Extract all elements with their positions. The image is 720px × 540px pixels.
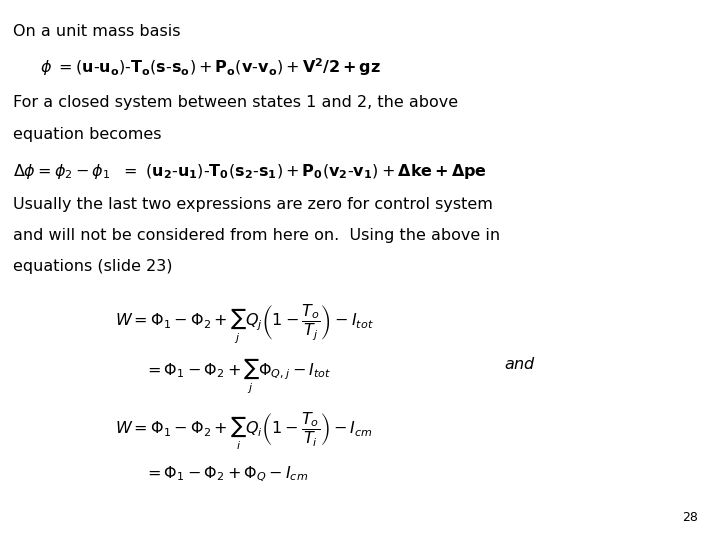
Text: $\phi\ = (\mathbf{u}\text{-}\mathbf{u_o})\text{-}\mathbf{T_o}(\mathbf{s}\text{-}: $\phi\ = (\mathbf{u}\text{-}\mathbf{u_o}…: [40, 57, 380, 78]
Text: On a unit mass basis: On a unit mass basis: [13, 24, 181, 39]
Text: 28: 28: [683, 511, 698, 524]
Text: and will not be considered from here on.  Using the above in: and will not be considered from here on.…: [13, 228, 500, 243]
Text: equation becomes: equation becomes: [13, 127, 161, 142]
Text: $\mathit{and}$: $\mathit{and}$: [504, 356, 536, 373]
Text: $\Delta\phi = \phi_2 - \phi_1\ \ = \ (\mathbf{u_2}\text{-}\mathbf{u_1})\text{-}\: $\Delta\phi = \phi_2 - \phi_1\ \ = \ (\m…: [13, 162, 487, 181]
Text: equations (slide 23): equations (slide 23): [13, 259, 173, 274]
Text: Usually the last two expressions are zero for control system: Usually the last two expressions are zer…: [13, 197, 492, 212]
Text: $W = \Phi_1 - \Phi_2 + \sum_j Q_j \left(1 - \dfrac{T_o}{T_j}\right) - I_{tot}$: $W = \Phi_1 - \Phi_2 + \sum_j Q_j \left(…: [115, 302, 374, 346]
Text: $= \Phi_1 - \Phi_2 + \Phi_Q - I_{cm}$: $= \Phi_1 - \Phi_2 + \Phi_Q - I_{cm}$: [144, 464, 308, 484]
Text: $= \Phi_1 - \Phi_2 + \sum_j \Phi_{Q,j} - I_{tot}$: $= \Phi_1 - \Phi_2 + \sum_j \Phi_{Q,j} -…: [144, 356, 331, 396]
Text: $W = \Phi_1 - \Phi_2 + \sum_i Q_i \left(1 - \dfrac{T_o}{T_i}\right) - I_{cm}$: $W = \Phi_1 - \Phi_2 + \sum_i Q_i \left(…: [115, 410, 373, 453]
Text: For a closed system between states 1 and 2, the above: For a closed system between states 1 and…: [13, 94, 458, 110]
